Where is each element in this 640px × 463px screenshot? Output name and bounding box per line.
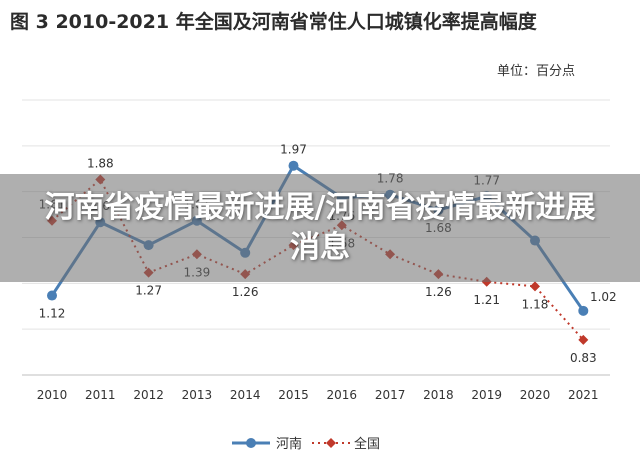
- legend-marker-henan: [246, 438, 256, 448]
- x-tick-label: 2021: [568, 388, 599, 402]
- data-label: 1.21: [473, 293, 500, 307]
- data-label: 1.26: [425, 285, 452, 299]
- x-tick-label: 2018: [423, 388, 454, 402]
- x-tick-label: 2014: [230, 388, 261, 402]
- chart-title: 图 3 2010-2021 年全国及河南省常住人口城镇化率提高幅度: [10, 10, 538, 33]
- legend: 河南 全国: [232, 436, 380, 452]
- data-point: [530, 281, 540, 292]
- x-tick-label: 2017: [375, 388, 406, 402]
- x-tick-label: 2020: [520, 388, 551, 402]
- banner-text: 河南省疫情最新进展/河南省疫情最新进展消息: [44, 190, 596, 265]
- x-tick-label: 2015: [278, 388, 309, 402]
- x-tick-label: 2012: [133, 388, 164, 402]
- data-label: 1.02: [590, 290, 617, 304]
- data-point: [578, 334, 589, 345]
- legend-label-henan: 河南: [276, 436, 302, 452]
- data-label: 1.18: [522, 297, 549, 311]
- data-label: 1.12: [39, 307, 66, 321]
- data-point: [47, 290, 57, 301]
- data-label: 1.97: [280, 143, 307, 157]
- x-tick-label: 2013: [182, 388, 213, 402]
- unit-label: 单位：百分点: [497, 64, 575, 79]
- data-label: 1.26: [232, 285, 259, 299]
- data-label: 1.88: [87, 156, 114, 170]
- data-label: 0.83: [570, 351, 597, 365]
- x-axis: 2010 2011 2012 2013 2014 2015 2016 2017 2018 2019…: [37, 388, 599, 402]
- legend-marker-national: [326, 438, 336, 448]
- data-point: [578, 305, 589, 316]
- x-tick-label: 2010: [37, 388, 68, 402]
- overlay-banner: 河南省疫情最新进展/河南省疫情最新进展消息: [0, 174, 640, 282]
- data-label: 1.27: [135, 284, 162, 298]
- x-tick-label: 2011: [85, 388, 116, 402]
- legend-label-national: 全国: [354, 436, 380, 452]
- data-point: [288, 160, 299, 171]
- x-tick-label: 2019: [471, 388, 502, 402]
- x-tick-label: 2016: [327, 388, 358, 402]
